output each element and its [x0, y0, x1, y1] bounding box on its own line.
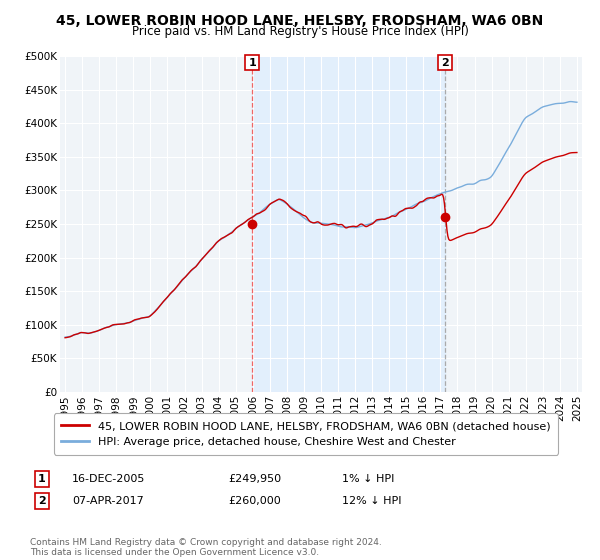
Text: 1% ↓ HPI: 1% ↓ HPI: [342, 474, 394, 484]
Text: 07-APR-2017: 07-APR-2017: [72, 496, 144, 506]
Text: 2: 2: [38, 496, 46, 506]
Text: 45, LOWER ROBIN HOOD LANE, HELSBY, FRODSHAM, WA6 0BN: 45, LOWER ROBIN HOOD LANE, HELSBY, FRODS…: [56, 14, 544, 28]
Text: Contains HM Land Registry data © Crown copyright and database right 2024.
This d: Contains HM Land Registry data © Crown c…: [30, 538, 382, 557]
Text: Price paid vs. HM Land Registry's House Price Index (HPI): Price paid vs. HM Land Registry's House …: [131, 25, 469, 38]
Text: 1: 1: [38, 474, 46, 484]
Legend: 45, LOWER ROBIN HOOD LANE, HELSBY, FRODSHAM, WA6 0BN (detached house), HPI: Aver: 45, LOWER ROBIN HOOD LANE, HELSBY, FRODS…: [53, 413, 559, 455]
Text: £249,950: £249,950: [228, 474, 281, 484]
Text: £260,000: £260,000: [228, 496, 281, 506]
Text: 12% ↓ HPI: 12% ↓ HPI: [342, 496, 401, 506]
Bar: [252, 56, 445, 392]
Text: 1: 1: [248, 58, 256, 68]
Text: 16-DEC-2005: 16-DEC-2005: [72, 474, 145, 484]
Text: 2: 2: [441, 58, 449, 68]
